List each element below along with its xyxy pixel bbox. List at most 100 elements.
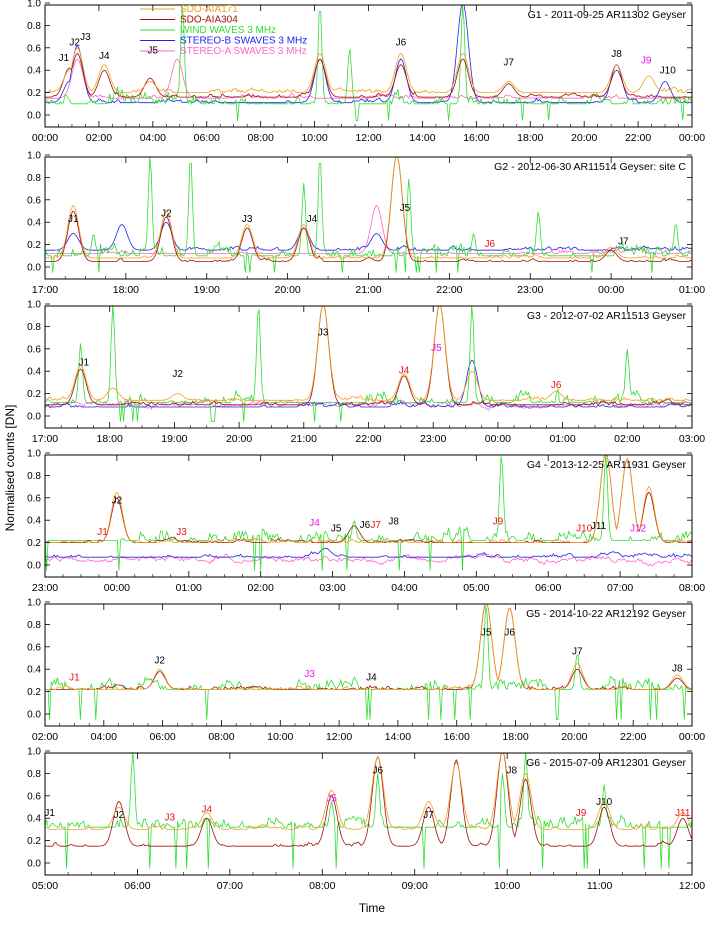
x-tick-label: 02:00 (32, 731, 58, 743)
x-tick-label: 01:00 (549, 433, 575, 445)
series-stereo-a (45, 58, 692, 99)
jet-label: J1 (79, 358, 90, 369)
jet-label: J7 (423, 810, 434, 821)
jet-label: J8 (388, 517, 399, 528)
x-tick-label: 02:00 (86, 132, 112, 144)
jet-label: J3 (164, 812, 175, 823)
series-wind (45, 157, 692, 273)
x-tick-label: 04:00 (391, 582, 417, 594)
y-tick-label: 1.0 (27, 300, 41, 311)
jet-label: J6 (551, 380, 562, 391)
series-wind (45, 306, 692, 423)
jet-label: J5 (331, 523, 342, 534)
jet-label: J6 (372, 765, 383, 776)
legend-label-aia171: SDO-AIA171 (180, 4, 238, 15)
y-tick-label: 0.6 (27, 344, 41, 355)
y-tick-label: 0.4 (27, 516, 41, 527)
panel-title: G5 - 2014-10-22 AR12192 Geyser (526, 608, 686, 620)
y-tick-label: 0.8 (27, 471, 41, 482)
jet-label: J9 (493, 517, 504, 528)
legend-label-aia304: SDO-AIA304 (180, 15, 238, 26)
y-tick-label: 0.2 (27, 687, 41, 698)
x-tick-label: 04:00 (91, 731, 117, 743)
series-aia304 (45, 753, 692, 847)
y-tick-label: 0.8 (27, 620, 41, 631)
x-tick-label: 05:00 (32, 880, 58, 892)
y-tick-label: 0.2 (27, 836, 41, 847)
series-aia171 (45, 47, 692, 94)
x-tick-label: 16:00 (463, 132, 489, 144)
x-tick-label: 18:00 (97, 433, 123, 445)
jet-label: J2 (69, 38, 80, 49)
x-tick-label: 12:00 (326, 731, 352, 743)
jet-label: J5 (400, 203, 411, 214)
x-tick-label: 04:00 (140, 132, 166, 144)
legend-label-stereo-b: STEREO-B SWAVES 3 MHz (180, 36, 307, 47)
series-stereo-b (45, 547, 692, 558)
jet-label: J1 (97, 527, 108, 538)
x-tick-label: 17:00 (32, 433, 58, 445)
jet-label: J6 (360, 520, 371, 531)
jet-label: J11 (591, 521, 607, 532)
jet-label: J2 (112, 495, 123, 506)
x-tick-label: 22:00 (620, 731, 646, 743)
x-tick-label: 05:00 (463, 582, 489, 594)
x-tick-label: 06:00 (535, 582, 561, 594)
series-stereo-a (45, 204, 692, 255)
x-tick-label: 11:00 (587, 880, 613, 892)
jet-label: J7 (618, 237, 629, 248)
x-tick-label: 00:00 (32, 132, 58, 144)
panel-1: 0.0 0.2 0.4 0.6 0.8 1.0 00:00 02:00 04:00 06:00 08… (27, 0, 705, 144)
y-tick-label: 0.6 (27, 642, 41, 653)
x-tick-label: 07:00 (217, 880, 243, 892)
series-group (45, 306, 692, 423)
series-aia171 (45, 306, 692, 401)
series-stereo-b (45, 359, 692, 408)
x-tick-label: 10:00 (494, 880, 520, 892)
jet-label: J6 (396, 38, 407, 49)
x-tick-label: 14:00 (409, 132, 435, 144)
legend-label-stereo-a: STEREO-A SWAVES 3 MHz (180, 46, 307, 57)
jet-label: J6 (504, 628, 515, 639)
jet-label: J7 (572, 647, 583, 658)
series-aia171 (45, 157, 692, 259)
jet-label: J4 (99, 51, 110, 62)
series-group (45, 157, 692, 273)
x-tick-label: 01:00 (679, 284, 705, 296)
panel-title: G6 - 2015-07-09 AR12301 Geyser (526, 757, 686, 769)
series-wind (45, 5, 692, 121)
series-stereo-b (45, 221, 692, 251)
y-tick-label: 0.0 (27, 412, 41, 423)
series-aia304 (45, 157, 692, 262)
x-tick-label: 00:00 (104, 582, 130, 594)
x-tick-label: 06:00 (149, 731, 175, 743)
x-tick-label: 12:00 (679, 880, 705, 892)
panel-title: G2 - 2012-06-30 AR11514 Geyser: site C (494, 161, 686, 173)
x-tick-label: 23:00 (517, 284, 543, 296)
jet-label: J9 (576, 808, 587, 819)
y-tick-label: 0.8 (27, 769, 41, 780)
jet-label: J4 (399, 365, 410, 376)
x-tick-label: 08:00 (679, 582, 705, 594)
x-tick-label: 00:00 (679, 731, 705, 743)
jet-label: J12 (630, 523, 647, 534)
jet-label: J7 (503, 58, 514, 69)
series-group (45, 604, 692, 720)
x-tick-label: 09:00 (402, 880, 428, 892)
y-tick-label: 0.2 (27, 389, 41, 400)
jet-label: J10 (660, 66, 677, 77)
x-tick-label: 17:00 (32, 284, 58, 296)
panel-6: 0.0 0.2 0.4 0.6 0.8 1.0 05:00 06:00 07:00 08:00 09… (27, 747, 705, 893)
x-tick-label: 14:00 (385, 731, 411, 743)
jet-label: J3 (80, 32, 91, 43)
jet-label: J2 (172, 369, 183, 380)
y-tick-label: 1.0 (27, 0, 41, 10)
y-tick-label: 0.4 (27, 814, 41, 825)
jet-label: J11 (675, 808, 691, 819)
series-wind (45, 605, 692, 720)
jet-label: J5 (326, 793, 337, 804)
legend-label-wind: WIND WAVES 3 MHz (180, 25, 276, 36)
series-stereo-b (45, 5, 692, 104)
x-tick-label: 02:00 (248, 582, 274, 594)
